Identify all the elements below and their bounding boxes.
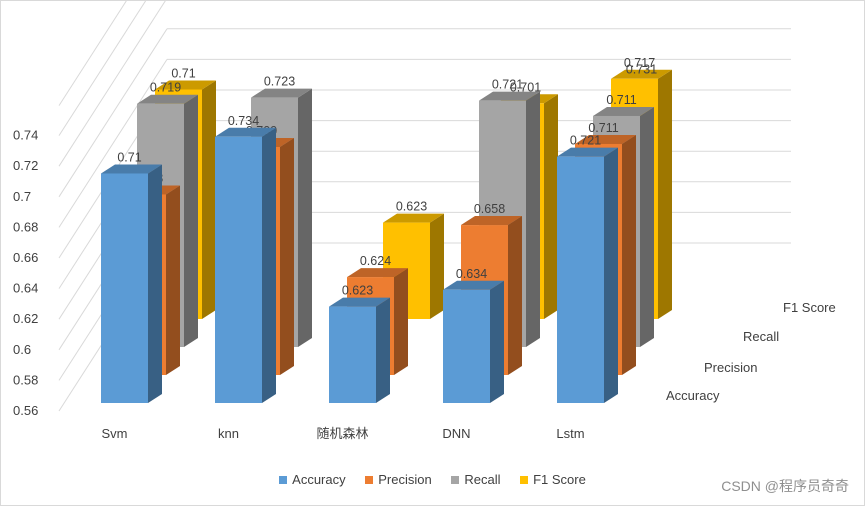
legend-label-precision: Precision — [378, 472, 432, 487]
chart-plot: 0.56 0.58 0.6 0.62 0.64 0.66 0.68 0.7 0.72 0.74 0.… — [13, 0, 836, 441]
gridline-side — [58, 0, 167, 167]
data-label-f1-score-svm: 0.71 — [171, 67, 195, 81]
x-tick-label: Lstm — [556, 426, 584, 441]
x-tick-label: Svm — [102, 426, 128, 441]
y-tick-label: 0.7 — [13, 189, 31, 204]
gridline-side — [58, 28, 168, 198]
data-label-accuracy-knn: 0.734 — [228, 114, 259, 128]
y-tick-label: 0.74 — [13, 128, 38, 143]
data-label-extra: 0.731 — [626, 62, 657, 76]
data-label-recall-svm: 0.719 — [150, 81, 181, 95]
bar-side-recall-knn — [298, 88, 312, 348]
bar-top-precision-lstm — [575, 134, 636, 144]
legend-swatch-accuracy — [279, 476, 288, 484]
x-tick-label: 随机森林 — [316, 426, 368, 441]
depth-axis-label: F1 Score — [783, 300, 836, 315]
bar-side-precision-knn — [280, 138, 294, 375]
y-tick-label: 0.6 — [13, 342, 31, 357]
legend-label-recall: Recall — [464, 472, 501, 487]
y-tick-label: 0.68 — [13, 219, 38, 234]
legend-label-f1: F1 Score — [533, 472, 586, 487]
wall-edge — [58, 0, 128, 106]
bar-side-f1-score-lstm — [658, 69, 672, 319]
bar-side-accuracy-cat-2 — [376, 297, 390, 403]
bar-top-precision-cat-2 — [347, 268, 408, 278]
bar-side-accuracy-knn — [262, 127, 276, 403]
bar-top-recall-lstm — [593, 106, 654, 116]
bar-side-accuracy-lstm — [604, 147, 618, 403]
bar-side-f1-score-svm — [202, 80, 216, 319]
bar-top-accuracy-dnn — [443, 280, 504, 290]
gridline-side — [58, 0, 147, 136]
depth-axis-label: Precision — [704, 360, 757, 375]
bar-accuracy-dnn — [443, 289, 490, 403]
data-label-f1-score-cat-2: 0.623 — [396, 200, 427, 214]
bar-top-accuracy-lstm — [557, 147, 618, 157]
y-tick-label: 0.56 — [13, 403, 38, 418]
bar-top-recall-knn — [251, 88, 312, 98]
data-label-recall-knn: 0.723 — [264, 75, 295, 89]
bar-side-accuracy-dnn — [490, 280, 504, 403]
bar-accuracy-svm — [101, 173, 148, 403]
chart-legend: Accuracy Precision Recall F1 Score — [0, 472, 865, 487]
data-label-accuracy-dnn: 0.634 — [456, 267, 487, 281]
legend-swatch-recall — [451, 476, 460, 484]
legend-swatch-precision — [365, 476, 374, 484]
bar-top-accuracy-svm — [101, 164, 162, 174]
bar-accuracy-knn — [215, 136, 262, 403]
bar-side-recall-lstm — [640, 106, 654, 347]
depth-axis-label: Recall — [743, 329, 779, 344]
bar-top-precision-dnn — [461, 216, 522, 226]
watermark: CSDN @程序员奇奇 — [721, 478, 849, 494]
bar-accuracy-cat-2 — [329, 306, 376, 403]
data-label-precision-cat-2: 0.624 — [360, 254, 391, 268]
legend-item-f1: F1 Score — [520, 472, 586, 487]
data-label-precision-dnn: 0.658 — [474, 202, 505, 216]
data-label-accuracy-svm: 0.71 — [117, 151, 141, 165]
gridline-side — [58, 59, 168, 228]
bar-side-precision-cat-2 — [394, 268, 408, 375]
data-label-accuracy-cat-2: 0.623 — [342, 284, 373, 298]
bar-side-precision-dnn — [508, 216, 522, 375]
y-tick-label: 0.58 — [13, 372, 38, 387]
legend-swatch-f1 — [520, 476, 529, 484]
bar-top-f1-score-cat-2 — [383, 213, 444, 223]
data-label-accuracy-lstm: 0.721 — [570, 134, 601, 148]
bar-side-f1-score-dnn — [544, 94, 558, 320]
bar-side-accuracy-svm — [148, 164, 162, 403]
data-label-f1-score-lstm: 0.717 — [624, 56, 655, 70]
y-tick-label: 0.62 — [13, 311, 38, 326]
bar-side-f1-score-cat-2 — [430, 213, 444, 319]
legend-item-accuracy: Accuracy — [279, 472, 346, 487]
bar-top-accuracy-knn — [215, 127, 276, 137]
bar-side-precision-svm — [166, 185, 180, 375]
x-tick-label: knn — [218, 426, 239, 441]
bar-top-f1-score-lstm — [611, 69, 672, 79]
legend-item-precision: Precision — [365, 472, 432, 487]
legend-item-recall: Recall — [451, 472, 500, 487]
bar-accuracy-lstm — [557, 156, 604, 403]
data-label-precision-lstm: 0.711 — [588, 121, 618, 135]
y-tick-label: 0.64 — [13, 281, 38, 296]
bar-top-accuracy-cat-2 — [329, 297, 390, 307]
data-label-recall-dnn: 0.721 — [492, 78, 523, 92]
y-tick-label: 0.72 — [13, 158, 38, 173]
bar-top-recall-dnn — [479, 91, 540, 101]
x-tick-label: DNN — [442, 426, 470, 441]
data-label-f1-score-dnn: 0.701 — [510, 80, 541, 94]
bar-top-recall-svm — [137, 94, 198, 104]
data-label-recall-lstm: 0.711 — [606, 93, 636, 107]
bar-side-recall-svm — [184, 94, 198, 347]
y-tick-label: 0.66 — [13, 250, 38, 265]
legend-label-accuracy: Accuracy — [292, 472, 346, 487]
bar-side-recall-dnn — [526, 91, 540, 347]
bar-side-precision-lstm — [622, 134, 636, 375]
bar-top-f1-score-svm — [155, 80, 216, 90]
depth-axis-label: Accuracy — [666, 388, 720, 403]
